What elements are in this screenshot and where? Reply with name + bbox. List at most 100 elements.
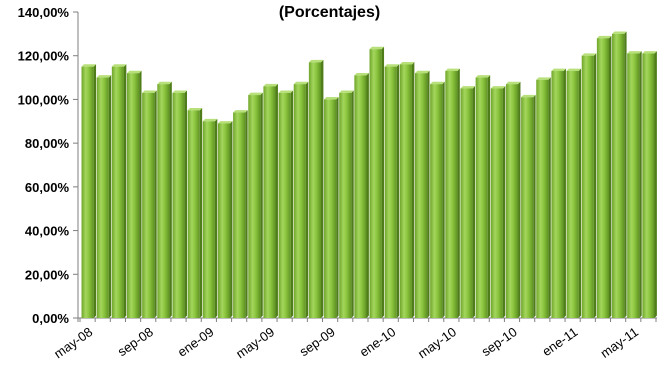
bar-side [290,90,294,318]
bar-side [260,92,263,319]
bar-top [505,81,521,85]
bar [596,38,610,318]
bar-side [396,64,400,318]
bar [111,66,124,319]
bar-top [414,70,430,74]
bar-side [563,68,566,318]
bar-side [609,35,612,318]
x-tick-label: sep-08 [115,324,156,359]
bar-top [612,31,627,34]
bar-top [339,90,354,93]
bar-side [321,59,324,318]
y-tick-label: 40,00% [25,224,70,239]
bar [369,49,382,319]
bar-side [548,77,551,318]
bar-top [202,118,218,122]
bar-top [460,86,475,89]
bar [354,75,367,318]
x-tick-label: may-11 [598,324,641,361]
y-tick-label: 20,00% [25,267,70,282]
bar-top [642,51,657,54]
bar-side [336,97,339,319]
bar-side [411,62,415,318]
bar-top [354,72,369,76]
bar-top [157,81,172,85]
bar-top [126,70,142,74]
x-tick-label: may-10 [415,324,459,361]
x-tick-label: sep-09 [297,324,338,359]
y-tick-label: 120,00% [18,49,70,64]
bar [475,77,488,318]
bar-top [384,64,400,67]
bar-side [639,51,642,318]
bar-top [536,77,551,80]
bar [445,71,458,318]
bar [308,62,322,319]
bar-side [624,31,627,318]
bar [324,99,337,318]
x-tick-label: sep-10 [479,324,520,359]
bar-side [305,81,309,318]
bar [278,92,291,318]
bar [172,92,185,318]
x-tick-label: ene-11 [539,324,580,359]
bar-top [430,81,445,85]
bar-side [472,86,475,318]
bar-side [214,118,218,318]
bar [490,88,503,318]
bar [642,53,655,319]
bar-side [351,90,354,318]
bar-top [521,94,536,98]
x-tick-label: may-08 [51,324,95,361]
bar-top [581,53,597,56]
bar-side [654,51,657,318]
bar [142,92,155,318]
bar [430,84,443,318]
bar-top [142,90,157,93]
bar-top [172,90,187,93]
bar-side [518,81,521,318]
bar [581,55,594,318]
bar-side [275,83,278,319]
bar-top [551,68,566,72]
bar-side [427,70,430,318]
y-tick-label: 140,00% [18,5,70,20]
bar [157,84,170,318]
bar-side [366,72,369,318]
bar-top [263,83,278,87]
bar [126,73,140,318]
bar-top [111,64,127,67]
x-tick-label: may-09 [233,324,277,361]
y-tick-label: 0,00% [32,311,69,326]
bar-side [442,81,445,318]
bar-side [108,75,112,319]
bar-side [199,107,203,318]
bar-side [230,121,233,318]
bar-side [245,110,248,319]
bar-side [533,94,536,318]
bar-side [593,53,597,319]
chart-title: (Porcentajes) [278,4,381,21]
bar-side [578,68,582,318]
bar-side [487,75,491,319]
bar [248,95,261,318]
bar-top [308,59,324,63]
bar-top [96,75,112,78]
bar-top [233,110,248,113]
bar [505,84,519,318]
bar [384,66,397,319]
bar-side [154,90,157,318]
bar-top [475,75,491,78]
bar-side [502,86,506,318]
bar-side [93,64,97,318]
bar-top [566,68,582,72]
bar-top [217,121,233,124]
x-tick-label: ene-09 [175,324,217,360]
bar [233,112,246,319]
bar-top [369,46,385,50]
bar-side [184,90,187,318]
bar [187,110,200,318]
bar [263,86,276,318]
